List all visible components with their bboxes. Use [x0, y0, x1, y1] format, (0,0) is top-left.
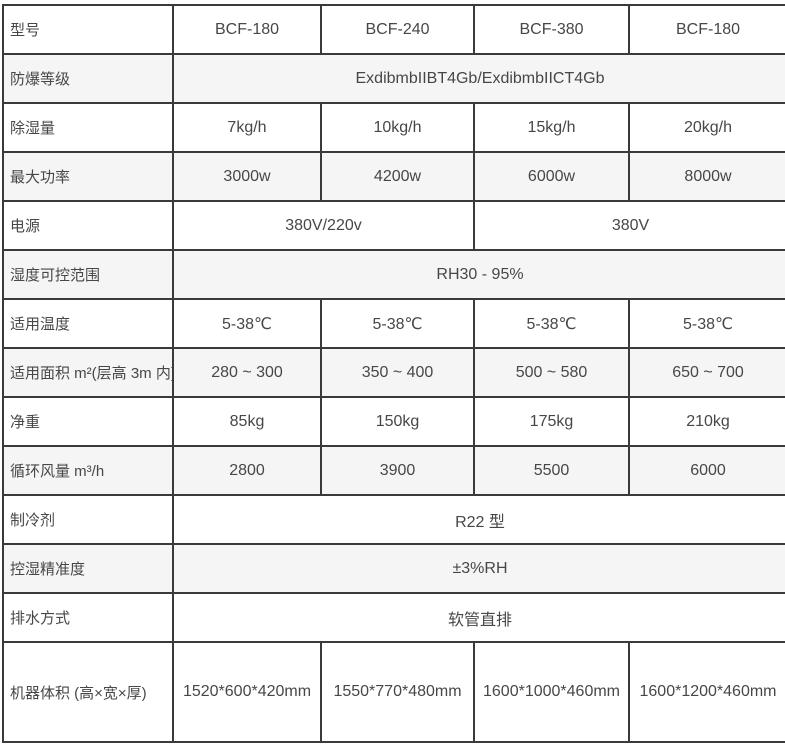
value-cell: 20kg/h — [628, 102, 785, 153]
row-label-cell: 除湿量 — [2, 102, 174, 153]
value-cell: ±3%RH — [172, 543, 785, 594]
value-cell: 6000w — [473, 151, 630, 202]
row-label-cell: 机器体积 (高×宽×厚) — [2, 641, 174, 743]
value-cell: 1600*1000*460mm — [473, 641, 630, 743]
value-cell: 7kg/h — [172, 102, 322, 153]
value-cell: R22 型 — [172, 494, 785, 545]
value-cell: 350 ~ 400 — [320, 347, 475, 398]
value-cell: 4200w — [320, 151, 475, 202]
table-row: 适用温度 5-38℃ 5-38℃ 5-38℃ 5-38℃ — [2, 298, 785, 349]
value-cell: 8000w — [628, 151, 785, 202]
value-cell: 1550*770*480mm — [320, 641, 475, 743]
value-cell: BCF-180 — [172, 4, 322, 55]
value-cell: 150kg — [320, 396, 475, 447]
table-row: 机器体积 (高×宽×厚) 1520*600*420mm 1550*770*480mm… — [2, 641, 785, 743]
table-row: 最大功率 3000w 4200w 6000w 8000w — [2, 151, 785, 202]
value-cell: 5-38℃ — [172, 298, 322, 349]
value-cell: 1520*600*420mm — [172, 641, 322, 743]
product-spec-table: 型号 BCF-180 BCF-240 BCF-380 BCF-180 防爆等级 Exdibm… — [2, 4, 785, 743]
value-cell: 2800 — [172, 445, 322, 496]
table-row: 排水方式 软管直排 — [2, 592, 785, 643]
value-cell: 3000w — [172, 151, 322, 202]
value-cell: 软管直排 — [172, 592, 785, 643]
table-row: 适用面积 m²(层高 3m 内) 280 ~ 300 350 ~ 400 500 ~ … — [2, 347, 785, 398]
row-label-cell: 型号 — [2, 4, 174, 55]
value-cell: 500 ~ 580 — [473, 347, 630, 398]
table-row: 湿度可控范围 RH30 - 95% — [2, 249, 785, 300]
value-cell: 210kg — [628, 396, 785, 447]
value-cell: 175kg — [473, 396, 630, 447]
value-cell: ExdibmbIIBT4Gb/ExdibmbIICT4Gb — [172, 53, 785, 104]
value-cell: BCF-240 — [320, 4, 475, 55]
table-row: 控湿精准度 ±3%RH — [2, 543, 785, 594]
value-cell: 650 ~ 700 — [628, 347, 785, 398]
table-row: 制冷剂 R22 型 — [2, 494, 785, 545]
value-cell: 85kg — [172, 396, 322, 447]
value-cell: BCF-380 — [473, 4, 630, 55]
value-cell: 5500 — [473, 445, 630, 496]
row-label-cell: 适用温度 — [2, 298, 174, 349]
value-cell: 1600*1200*460mm — [628, 641, 785, 743]
table-row: 除湿量 7kg/h 10kg/h 15kg/h 20kg/h — [2, 102, 785, 153]
value-cell: BCF-180 — [628, 4, 785, 55]
row-label-cell: 湿度可控范围 — [2, 249, 174, 300]
spec-table-body: 型号 BCF-180 BCF-240 BCF-380 BCF-180 防爆等级 Exdibm… — [2, 4, 785, 743]
value-cell: 5-38℃ — [473, 298, 630, 349]
row-label-cell: 最大功率 — [2, 151, 174, 202]
table-row: 防爆等级 ExdibmbIIBT4Gb/ExdibmbIICT4Gb — [2, 53, 785, 104]
row-label-cell: 制冷剂 — [2, 494, 174, 545]
row-label-cell: 循环风量 m³/h — [2, 445, 174, 496]
row-label-cell: 排水方式 — [2, 592, 174, 643]
value-cell: 380V/220v — [172, 200, 475, 251]
value-cell: 10kg/h — [320, 102, 475, 153]
row-label-cell: 控湿精准度 — [2, 543, 174, 594]
table-row: 电源 380V/220v 380V — [2, 200, 785, 251]
value-cell: 5-38℃ — [320, 298, 475, 349]
table-row: 循环风量 m³/h 2800 3900 5500 6000 — [2, 445, 785, 496]
row-label-cell: 适用面积 m²(层高 3m 内) — [2, 347, 174, 398]
value-cell: 3900 — [320, 445, 475, 496]
row-label-cell: 电源 — [2, 200, 174, 251]
value-cell: 15kg/h — [473, 102, 630, 153]
value-cell: 6000 — [628, 445, 785, 496]
row-label-cell: 防爆等级 — [2, 53, 174, 104]
value-cell: RH30 - 95% — [172, 249, 785, 300]
row-label-cell: 净重 — [2, 396, 174, 447]
value-cell: 280 ~ 300 — [172, 347, 322, 398]
value-cell: 5-38℃ — [628, 298, 785, 349]
table-row: 型号 BCF-180 BCF-240 BCF-380 BCF-180 — [2, 4, 785, 55]
value-cell: 380V — [473, 200, 785, 251]
table-row: 净重 85kg 150kg 175kg 210kg — [2, 396, 785, 447]
